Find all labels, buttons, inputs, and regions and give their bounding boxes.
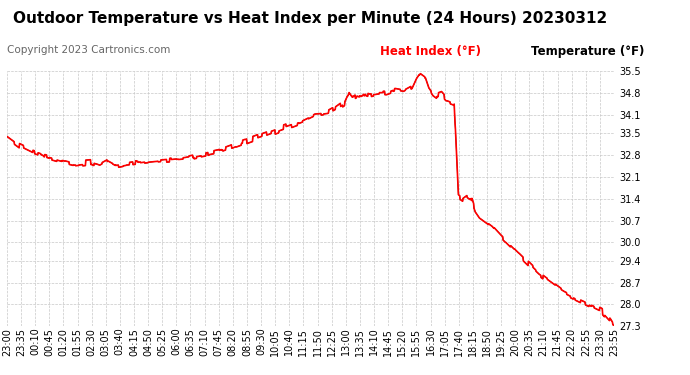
Text: Temperature (°F): Temperature (°F) <box>531 45 644 58</box>
Text: Copyright 2023 Cartronics.com: Copyright 2023 Cartronics.com <box>7 45 170 55</box>
Text: Outdoor Temperature vs Heat Index per Minute (24 Hours) 20230312: Outdoor Temperature vs Heat Index per Mi… <box>13 11 608 26</box>
Text: Heat Index (°F): Heat Index (°F) <box>380 45 480 58</box>
